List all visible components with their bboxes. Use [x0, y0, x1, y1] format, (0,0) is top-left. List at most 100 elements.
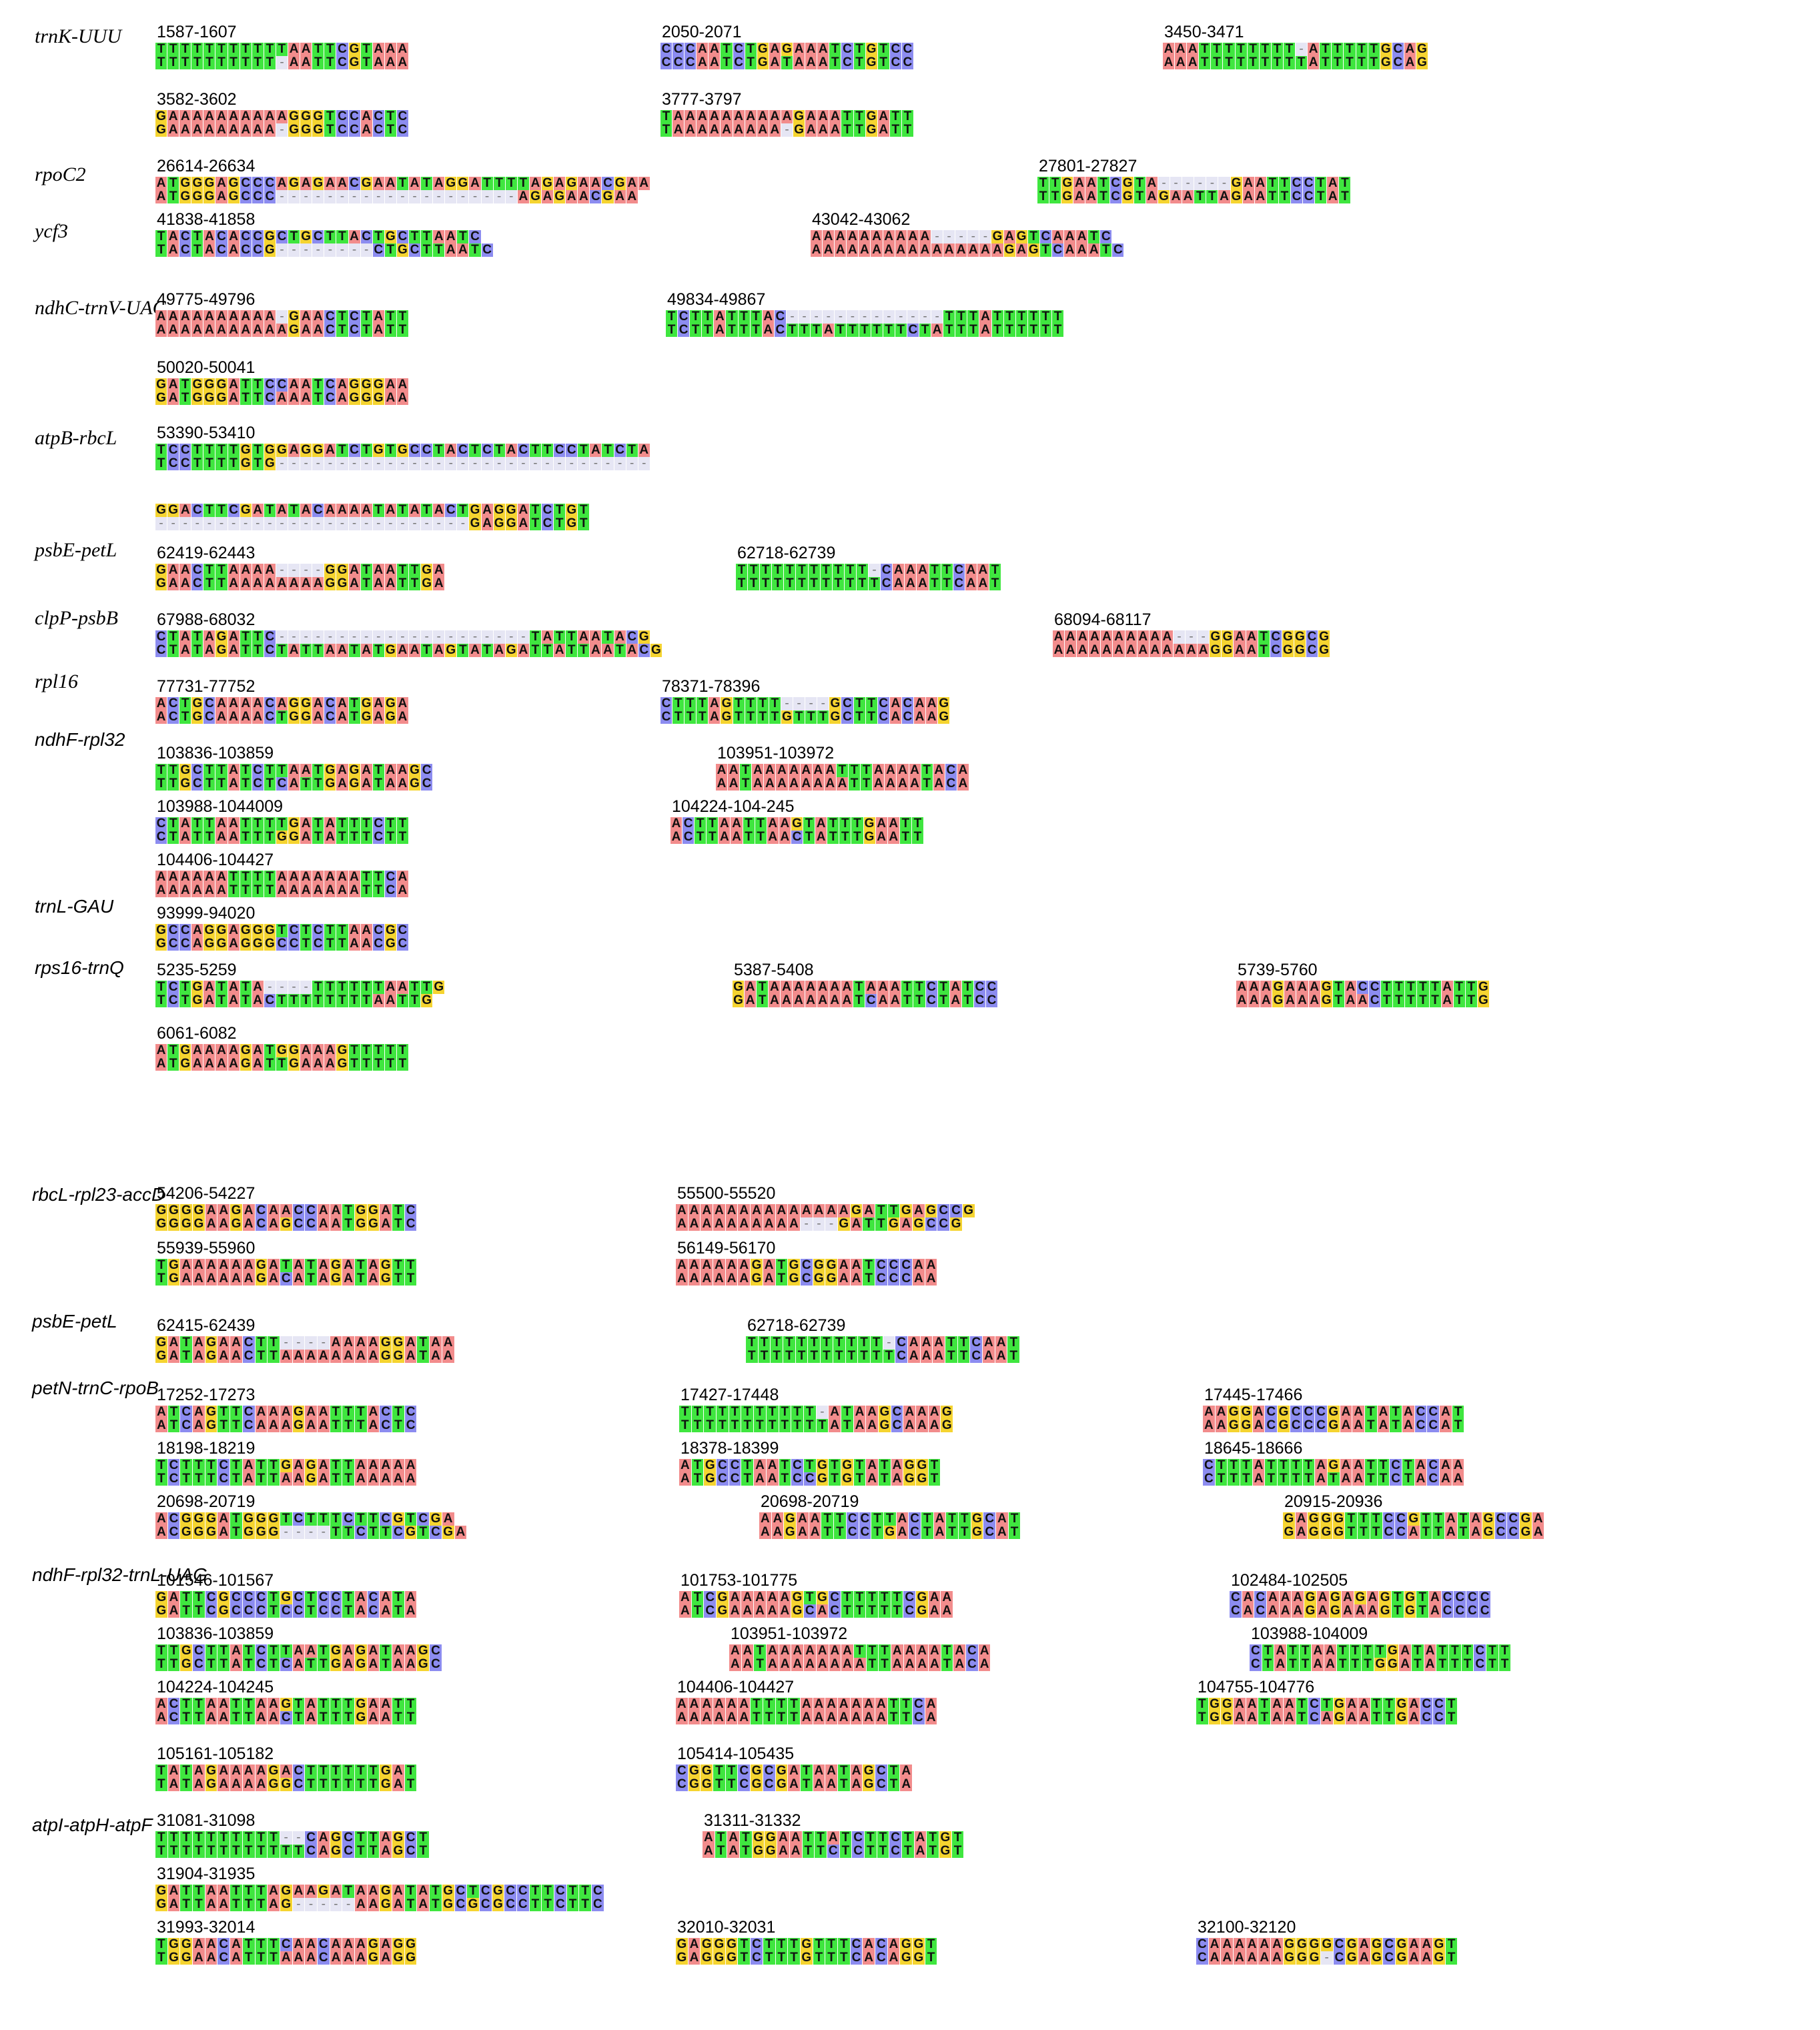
nucleotide-cell: G — [1283, 1938, 1296, 1951]
nucleotide-cell: A — [1088, 243, 1101, 257]
nucleotide-cell: C — [1250, 1644, 1262, 1658]
nucleotide-cell: G — [392, 1350, 405, 1363]
nucleotide-cell: G — [751, 1259, 763, 1272]
nucleotide-cell: A — [300, 1057, 313, 1071]
nucleotide-cell: A — [679, 1591, 692, 1604]
nucleotide-cell: A — [1234, 1951, 1246, 1965]
nucleotide-cell: A — [268, 1272, 280, 1286]
nucleotide-cell: C — [887, 1259, 901, 1272]
nucleotide-cell: A — [193, 1272, 205, 1286]
nucleotide-cell: T — [844, 577, 857, 590]
nucleotide-cell: C — [1315, 1406, 1328, 1419]
nucleotide-cell: T — [1402, 1459, 1415, 1472]
nucleotide-cell: T — [871, 324, 883, 337]
nucleotide-cell: A — [933, 764, 945, 777]
nucleotide-cell: T — [691, 1472, 705, 1486]
nucleotide-cell: A — [771, 1526, 785, 1539]
nucleotide-cell: G — [336, 577, 349, 590]
nucleotide-cell: T — [384, 1057, 397, 1071]
nucleotide-cell: A — [300, 177, 313, 190]
nucleotide-cell: G — [288, 110, 301, 123]
nucleotide-cell: A — [775, 1217, 789, 1231]
nucleotide-cell: A — [762, 324, 775, 337]
nucleotide-cell: A — [835, 243, 847, 257]
gap-cell: - — [955, 230, 968, 243]
nucleotide-cell: T — [883, 1512, 897, 1526]
nucleotide-cell: T — [392, 1272, 405, 1286]
nucleotide-cell: A — [167, 1336, 181, 1350]
nucleotide-cell: A — [288, 392, 301, 405]
nucleotide-cell: A — [1340, 1459, 1353, 1472]
nucleotide-cell: G — [704, 1459, 717, 1472]
nucleotide-cell: A — [889, 697, 902, 710]
gap-cell: - — [324, 630, 337, 644]
gap-cell: - — [317, 1526, 330, 1539]
gap-cell: - — [433, 630, 446, 644]
nucleotide-cell: C — [230, 1591, 243, 1604]
nucleotide-cell: T — [745, 43, 757, 56]
nucleotide-cell: G — [312, 110, 325, 123]
nucleotide-cell: A — [228, 644, 240, 657]
nucleotide-cell: A — [517, 517, 530, 530]
nucleotide-cell: G — [155, 1336, 168, 1350]
nucleotide-cell: G — [765, 1845, 778, 1858]
nucleotide-cell: A — [824, 777, 837, 791]
nucleotide-cell: A — [324, 817, 337, 831]
nucleotide-cell: T — [215, 994, 228, 1007]
gap-cell: - — [1218, 177, 1231, 190]
nucleotide-cell: T — [844, 564, 857, 577]
nucleotide-cell: G — [1320, 1512, 1333, 1526]
gap-cell: - — [781, 123, 794, 137]
nucleotide-cell: A — [300, 764, 313, 777]
nucleotide-cell: G — [348, 43, 361, 56]
position-range-label: 103951-103972 — [717, 744, 835, 763]
nucleotide-cell: A — [228, 378, 240, 392]
nucleotide-cell: T — [921, 777, 933, 791]
nucleotide-cell: A — [883, 230, 895, 243]
nucleotide-cell: A — [788, 764, 801, 777]
nucleotide-cell: A — [767, 831, 779, 844]
nucleotide-cell: T — [879, 1658, 891, 1671]
nucleotide-cell: T — [870, 1350, 883, 1363]
nucleotide-cell: T — [866, 1644, 879, 1658]
nucleotide-cell: T — [268, 1658, 280, 1671]
nucleotide-cell: T — [1332, 43, 1344, 56]
nucleotide-cell: C — [167, 937, 180, 951]
nucleotide-cell: C — [841, 710, 854, 724]
gap-cell: - — [191, 517, 204, 530]
nucleotide-cell: G — [167, 1272, 181, 1286]
nucleotide-cell: A — [614, 190, 626, 203]
nucleotide-cell: T — [255, 1938, 268, 1951]
position-range-label: 5739-5760 — [1238, 961, 1318, 979]
nucleotide-cell: A — [895, 230, 907, 243]
nucleotide-cell: A — [324, 644, 337, 657]
nucleotide-cell: T — [771, 1336, 784, 1350]
nucleotide-cell: A — [355, 1885, 368, 1898]
nucleotide-cell: T — [1405, 981, 1418, 994]
nucleotide-cell: A — [155, 1526, 168, 1539]
gene-label: ndhC-trnV-UAC — [35, 297, 166, 319]
nucleotide-cell: C — [676, 1778, 689, 1791]
nucleotide-cell: A — [800, 777, 813, 791]
nucleotide-cell: T — [167, 1644, 181, 1658]
nucleotide-cell: A — [242, 1259, 256, 1272]
nucleotide-cell: T — [355, 1778, 368, 1791]
nucleotide-cell: C — [1290, 177, 1304, 190]
nucleotide-cell: T — [1461, 1644, 1474, 1658]
nucleotide-cell: G — [793, 110, 806, 123]
nucleotide-cell: A — [953, 1644, 967, 1658]
nucleotide-cell: A — [342, 1336, 355, 1350]
nucleotide-cell: C — [901, 43, 914, 56]
nucleotide-cell: A — [554, 644, 566, 657]
nucleotide-cell: C — [228, 504, 240, 517]
nucleotide-cell: C — [292, 1512, 306, 1526]
nucleotide-cell: C — [342, 1512, 355, 1526]
nucleotide-cell: T — [871, 1526, 884, 1539]
nucleotide-cell: T — [155, 1472, 168, 1486]
nucleotide-cell: C — [396, 123, 409, 137]
nucleotide-cell: T — [264, 504, 276, 517]
